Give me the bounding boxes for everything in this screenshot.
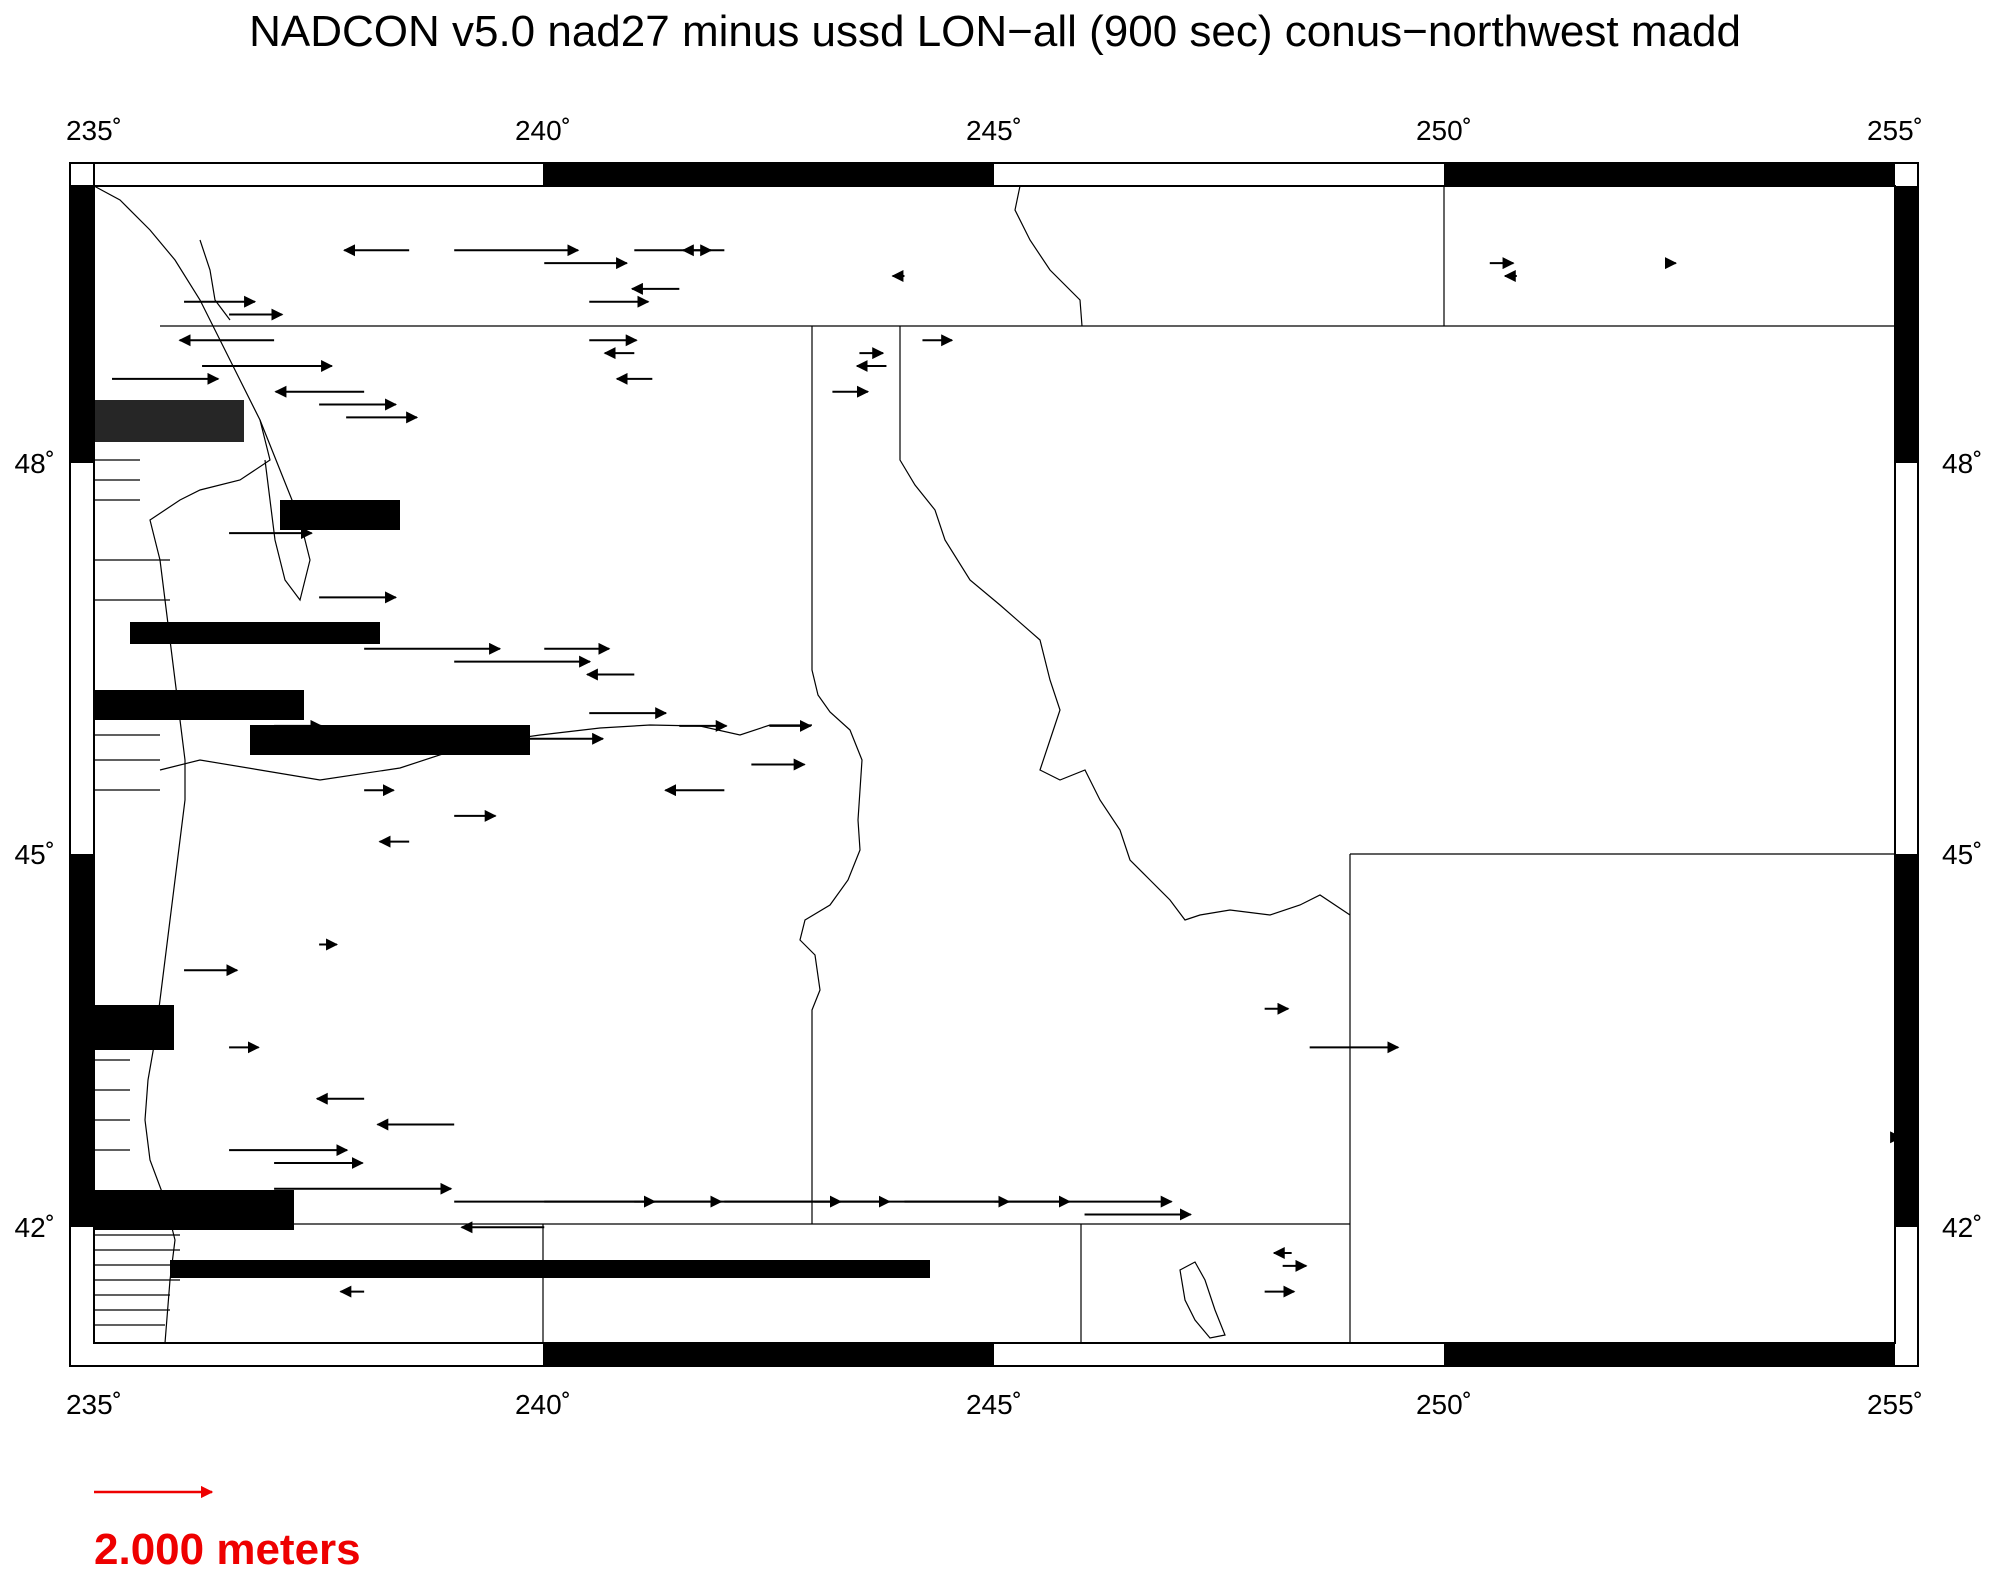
tick-lat-left-45: 45˚ (15, 839, 55, 870)
tick-lat-right-42: 42˚ (1942, 1212, 1982, 1243)
mt-north-detail (1014, 186, 1083, 327)
map-title: NADCON v5.0 nad27 minus ussd LON−all (90… (249, 7, 1741, 56)
tick-lon-top-240: 240˚ (515, 115, 571, 146)
tick-lon-bottom-235: 235˚ (66, 1389, 122, 1420)
coastline (94, 186, 271, 1343)
tick-lon-bottom-255: 255˚ (1867, 1389, 1923, 1420)
wa-or-border (159, 724, 812, 781)
map-frame (69, 162, 1919, 1367)
or-id-border (799, 819, 861, 1224)
tick-lon-top-235: 235˚ (66, 115, 122, 146)
tick-lat-left-48: 48˚ (15, 448, 55, 479)
tick-lon-bottom-245: 245˚ (966, 1389, 1022, 1420)
salish-detail (199, 239, 231, 321)
lon-ticks-bottom: 235˚ 240˚ 245˚ 250˚ 255˚ (66, 1389, 1923, 1420)
great-salt-lake (1179, 1261, 1226, 1339)
wa-id-border (811, 326, 863, 821)
coastal-vector-mass (94, 400, 930, 1326)
legend-scale-label: 2.000 meters (94, 1525, 361, 1574)
lat-ticks-right: 48˚ 45˚ 42˚ (1942, 448, 1982, 1243)
tick-lat-left-42: 42˚ (15, 1212, 55, 1243)
tick-lat-right-45: 45˚ (1942, 839, 1982, 870)
tick-lon-top-255: 255˚ (1867, 115, 1923, 146)
displacement-vectors (112, 244, 1895, 1298)
tick-lat-right-48: 48˚ (1942, 448, 1982, 479)
id-mt-border (899, 326, 1351, 921)
tick-lon-top-245: 245˚ (966, 115, 1022, 146)
state-borders (94, 186, 1895, 1343)
puget-sound (259, 419, 311, 602)
tick-lon-bottom-240: 240˚ (515, 1389, 571, 1420)
tick-lon-top-250: 250˚ (1416, 115, 1472, 146)
lon-ticks-top: 235˚ 240˚ 245˚ 250˚ 255˚ (66, 115, 1923, 146)
tick-lon-bottom-250: 250˚ (1416, 1389, 1472, 1420)
lat-ticks-left: 48˚ 45˚ 42˚ (15, 448, 55, 1243)
